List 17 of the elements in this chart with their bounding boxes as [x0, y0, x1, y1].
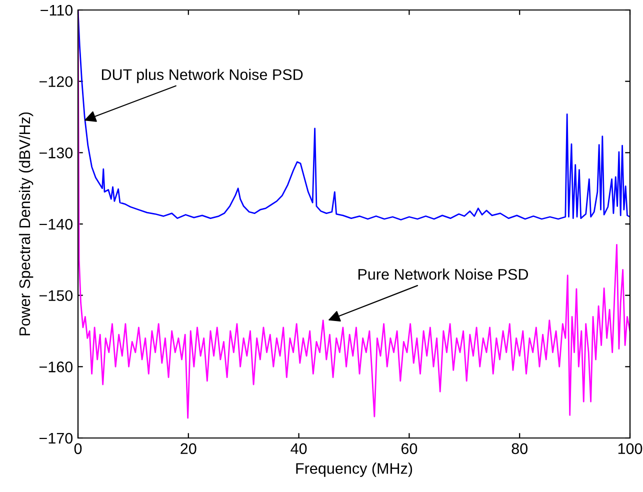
y-tick-label: −120	[39, 76, 73, 88]
x-tick-label: 20	[180, 443, 196, 454]
y-tick-label: −150	[39, 290, 73, 302]
x-axis-title: Frequency (MHz)	[296, 462, 412, 477]
y-tick-label: −110	[40, 4, 73, 16]
y-tick-label: −170	[39, 432, 73, 444]
y-tick-label: −160	[39, 362, 73, 372]
x-tick-label: 60	[401, 443, 418, 454]
x-tick-label: 40	[290, 443, 307, 454]
y-axis-title: Power Spectral Density (dBV/Hz)	[18, 112, 34, 336]
y-tick-label: −140	[39, 218, 73, 230]
y-tick-label: −130	[39, 148, 73, 158]
x-tick-label: 100	[618, 443, 642, 454]
annotation: DUT plus Network Noise PSD	[102, 68, 303, 84]
annotation: Pure Network Noise PSD	[358, 268, 528, 280]
x-tick-label: 80	[512, 443, 528, 454]
x-tick-label: 0	[74, 443, 82, 454]
